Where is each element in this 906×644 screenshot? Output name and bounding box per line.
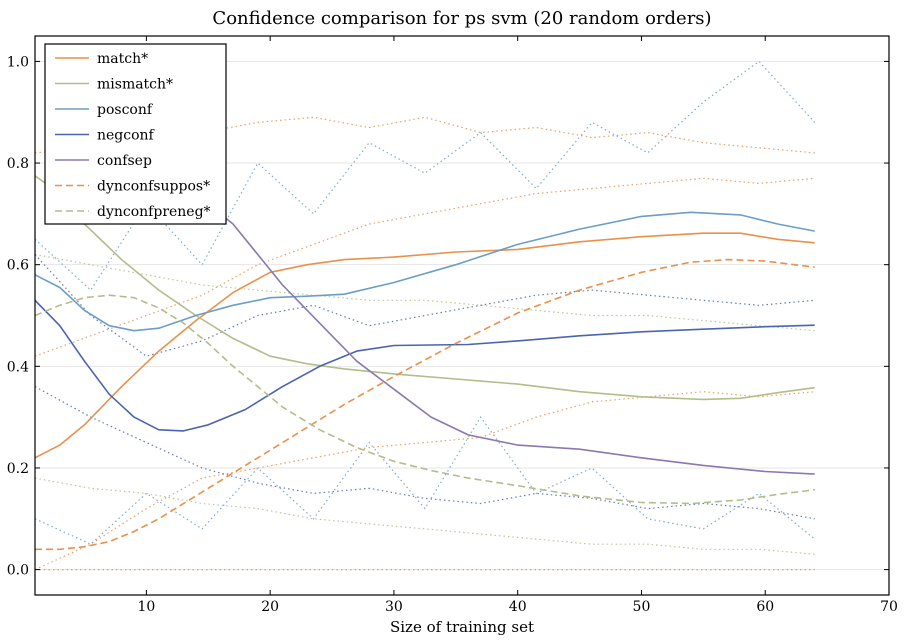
run-trace-5 bbox=[34, 477, 815, 555]
series-line-mismatch bbox=[34, 175, 815, 401]
legend-label: posconf bbox=[97, 102, 154, 118]
series-line-posconf bbox=[34, 211, 815, 332]
legend-label: mismatch* bbox=[97, 77, 173, 93]
y-tick-label: 0.8 bbox=[7, 156, 29, 172]
x-tick-label: 30 bbox=[385, 599, 403, 615]
series-line-negconf bbox=[34, 299, 815, 432]
run-trace-9 bbox=[34, 416, 816, 545]
x-tick-label: 10 bbox=[137, 599, 155, 615]
x-tick-label: 40 bbox=[509, 599, 527, 615]
run-trace-2 bbox=[34, 391, 815, 571]
x-tick-label: 20 bbox=[261, 599, 279, 615]
chart-title: Confidence comparison for ps svm (20 ran… bbox=[212, 8, 711, 29]
legend: match* mismatch* posconf negconf confsep dync… bbox=[44, 43, 227, 225]
legend-label: dynconfpreneg* bbox=[97, 204, 211, 220]
run-trace-6 bbox=[34, 60, 816, 292]
x-tick-label: 70 bbox=[880, 599, 898, 615]
legend-label: dynconfsuppos* bbox=[97, 179, 210, 195]
y-tick-label: 0.4 bbox=[7, 359, 29, 375]
run-trace-4 bbox=[34, 253, 815, 332]
y-tick-label: 0.0 bbox=[7, 563, 29, 579]
legend-label: negconf bbox=[97, 128, 156, 144]
y-tick-label: 1.0 bbox=[7, 54, 29, 70]
y-tick-label: 0.2 bbox=[7, 461, 29, 477]
x-axis-label: Size of training set bbox=[390, 618, 534, 636]
legend-label: match* bbox=[97, 51, 148, 67]
legend-label: confsep bbox=[97, 153, 152, 169]
series-line-confsep bbox=[207, 203, 815, 475]
series-lines bbox=[34, 175, 815, 551]
series-line-match bbox=[34, 232, 815, 459]
run-trace-7 bbox=[34, 386, 815, 520]
plot-frame bbox=[34, 35, 890, 596]
series-line-dynconfsuppos bbox=[35, 258, 815, 551]
axis-ticks: 10 20 30 40 50 60 70 0.0 0.2 0.4 0.6 0.8 1.0 bbox=[7, 36, 898, 615]
x-tick-label: 60 bbox=[756, 599, 774, 615]
x-tick-label: 50 bbox=[633, 599, 651, 615]
y-tick-label: 0.6 bbox=[7, 258, 29, 274]
series-line-dynconfpreneg bbox=[34, 294, 815, 505]
